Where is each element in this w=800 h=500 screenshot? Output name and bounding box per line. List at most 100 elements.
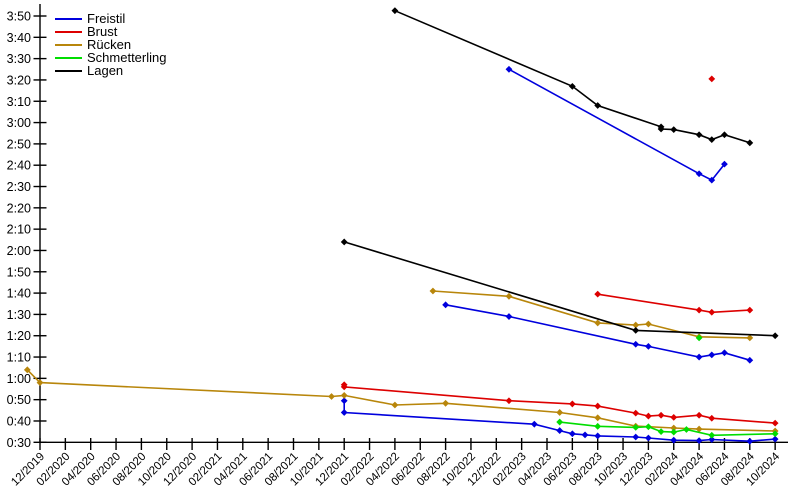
brust-data-point-marker (594, 402, 602, 410)
ruecken-line (432, 290, 750, 339)
freistil-data-point-marker (746, 437, 754, 445)
lagen-data-point-marker (340, 238, 348, 246)
freistil-line (508, 68, 726, 182)
ruecken-data-point-marker (23, 366, 31, 374)
freistil-data-point-marker (632, 340, 640, 348)
brust-data-point-marker (695, 306, 703, 314)
brust-data-point-marker (746, 306, 754, 314)
freistil-data-point-marker (695, 437, 703, 444)
freistil-data-point-marker (708, 351, 716, 359)
brust-data-point-marker (645, 412, 652, 420)
freistil-data-point-marker (708, 176, 716, 184)
y-tick-label: 2:10 (7, 223, 31, 237)
schmetterling-line-swatch (55, 56, 82, 59)
freistil-data-point-marker (530, 420, 538, 428)
brust-data-point-marker (670, 413, 678, 421)
y-tick-label: 1:40 (7, 287, 31, 301)
brust-data-point-marker (340, 383, 348, 391)
freistil-data-point-marker (632, 433, 640, 441)
y-tick-label: 1:20 (7, 329, 31, 343)
lagen-data-point-marker (771, 332, 779, 340)
ruecken-data-point-marker (632, 321, 640, 329)
brust-data-point-marker (568, 400, 576, 408)
series-schmetterling (556, 334, 779, 439)
brust-line-swatch (55, 30, 82, 33)
freistil-data-point-marker (771, 435, 779, 443)
x-axis-labels: 12/201902/202004/202006/202008/202010/20… (9, 450, 782, 488)
series-lagen (340, 7, 779, 340)
ruecken-data-point-marker (36, 379, 44, 387)
y-tick-label: 1:50 (7, 265, 31, 279)
freistil-data-point-marker (505, 65, 513, 73)
legend-label: Lagen (87, 63, 124, 78)
y-tick-label: 3:20 (7, 73, 31, 87)
brust-data-point-marker (632, 409, 640, 417)
freistil-data-point-marker (581, 431, 589, 439)
ruecken-data-point-marker (670, 424, 678, 432)
ruecken-data-point-marker (746, 334, 754, 342)
freistil-data-point-marker (442, 301, 449, 309)
freistil-data-point-marker (340, 409, 348, 416)
freistil-data-point-marker (695, 353, 703, 361)
y-tick-label: 3:50 (7, 10, 31, 24)
legend-item-schmetterling: Schmetterling (55, 51, 166, 64)
y-tick-label: 2:00 (7, 244, 31, 258)
chart-legend: Freistil Brust Rücken Schmetterling Lage… (55, 12, 166, 77)
lagen-data-point-marker (594, 102, 602, 109)
lagen-data-point-marker (708, 136, 716, 144)
ruecken-data-point-marker (695, 425, 703, 433)
legend-item-ruecken: Rücken (55, 38, 166, 51)
brust-data-point-marker (771, 419, 779, 427)
y-tick-label: 2:20 (7, 201, 31, 215)
y-tick-label: 2:30 (7, 180, 31, 194)
ruecken-line-swatch (55, 43, 82, 46)
lagen-data-point-marker (657, 125, 665, 133)
y-axis-labels: 0:30 0:40 0:50 1:00 1:10 1:20 1:30 1:40 1:50 2:00… (7, 10, 31, 450)
lagen-data-point-marker (695, 131, 703, 139)
series-brust (340, 75, 779, 427)
schmetterling-data-point-marker (683, 426, 690, 433)
ruecken-data-point-marker (328, 393, 335, 400)
brust-data-point-marker (695, 411, 703, 419)
legend-label: Rücken (87, 37, 132, 52)
schmetterling-data-point-marker (695, 334, 703, 342)
lagen-data-point-marker (391, 7, 399, 15)
freistil-data-point-marker (340, 397, 348, 405)
y-tick-label: 3:40 (7, 31, 31, 45)
y-tick-label: 3:10 (7, 95, 31, 109)
schmetterling-data-point-marker (657, 428, 665, 436)
ruecken-data-point-marker (391, 401, 399, 409)
brust-line (597, 293, 750, 314)
brust-data-point-marker (594, 290, 602, 298)
lagen-line-swatch (55, 69, 82, 72)
freistil-data-point-marker (505, 313, 513, 320)
schmetterling-data-point-marker (670, 428, 678, 436)
series-ruecken (23, 287, 779, 435)
schmetterling-data-point-marker (771, 430, 779, 438)
y-tick-label: 0:30 (7, 436, 31, 450)
legend-label: Freistil (87, 11, 126, 26)
schmetterling-data-point-marker (645, 423, 652, 431)
lagen-data-point-marker (632, 326, 640, 334)
lagen-data-point-marker (568, 82, 576, 90)
lagen-line (343, 241, 776, 337)
y-tick-label: 0:40 (7, 414, 31, 428)
freistil-data-point-marker (746, 356, 754, 364)
ruecken-line (26, 369, 776, 432)
series-freistil (340, 65, 779, 445)
legend-item-brust: Brust (55, 25, 166, 38)
ruecken-data-point-marker (340, 392, 348, 399)
y-tick-label: 0:50 (7, 393, 31, 407)
schmetterling-data-point-marker (632, 423, 640, 431)
freistil-data-point-marker (721, 349, 728, 357)
brust-data-point-marker (708, 308, 716, 316)
schmetterling-line (559, 421, 776, 437)
ruecken-data-point-marker (594, 319, 602, 327)
ruecken-data-point-marker (442, 399, 449, 407)
schmetterling-data-point-marker (556, 418, 564, 426)
brust-data-point-marker (505, 397, 513, 405)
ruecken-data-point-marker (556, 409, 564, 416)
legend-label: Schmetterling (87, 50, 167, 65)
freistil-data-point-marker (695, 170, 703, 178)
